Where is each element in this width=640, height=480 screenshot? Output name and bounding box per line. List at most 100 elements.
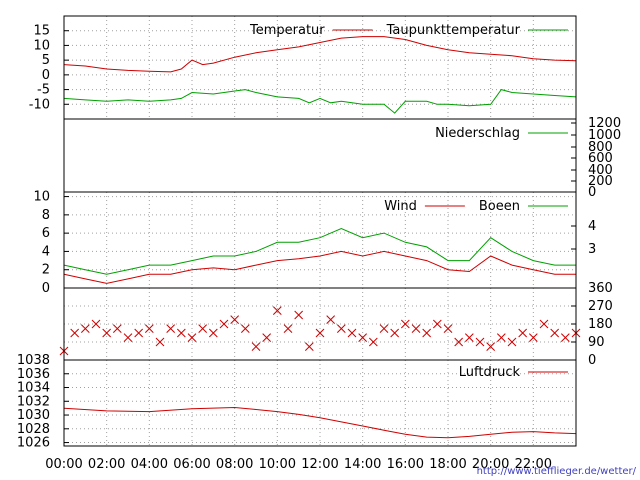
right-tick-label: 0 (588, 353, 596, 368)
left-tick-label: 0 (42, 281, 50, 296)
x-tick-label: 14:00 (344, 457, 381, 472)
pressure-series-luftdruck (63, 406, 577, 439)
footer-url: http://www.tiefflieger.de/wetter/ (477, 466, 637, 477)
direction-point (336, 324, 346, 333)
x-tick-label: 18:00 (429, 457, 466, 472)
x-tick-label: 06:00 (173, 457, 210, 472)
direction-point (368, 337, 378, 347)
left-tick-label: 1032 (17, 394, 50, 409)
temperature-series-temperatur (63, 36, 577, 73)
direction-point (123, 333, 133, 342)
direction-point (539, 319, 549, 329)
x-tick-label: 12:00 (301, 457, 338, 472)
temperature-series-taupunkttemperatur (63, 89, 577, 114)
left-tick-label: 1030 (17, 408, 50, 423)
wind-series-boeen (63, 228, 576, 275)
left-tick-label: 1036 (17, 367, 50, 382)
right-tick-label: 600 (588, 151, 613, 166)
direction-point (144, 324, 154, 333)
direction-point (411, 324, 421, 333)
right-tick-label: 90 (588, 335, 605, 350)
direction-point (518, 328, 528, 338)
pressure-frame (63, 359, 577, 447)
direction-point (358, 333, 368, 342)
left-tick-label: -5 (37, 83, 50, 98)
direction-point (454, 337, 464, 347)
right-tick-label: 1000 (588, 128, 621, 143)
left-tick-label: 1038 (17, 353, 50, 368)
direction-point (283, 324, 293, 333)
direction-point (176, 328, 186, 338)
direction-point (219, 319, 229, 329)
direction-point (390, 328, 400, 338)
wind-panel: 10 8 6 4 2 0 4 3 Boeen Wind (33, 190, 596, 296)
direction-point (230, 315, 240, 324)
direction-point (464, 333, 474, 342)
left-tick-label: 8 (42, 208, 50, 223)
direction-point (400, 319, 410, 329)
left-tick-label: 2 (42, 263, 50, 278)
direction-point (443, 324, 453, 333)
direction-point (70, 328, 80, 338)
direction-point (272, 306, 282, 315)
right-tick-label: 180 (588, 317, 613, 332)
left-tick-label: 0 (42, 68, 50, 83)
left-tick-label: 10 (33, 38, 50, 53)
direction-point (187, 333, 197, 342)
left-tick-label: -10 (29, 97, 50, 112)
direction-point (560, 333, 570, 342)
wind-series-wind (63, 250, 576, 284)
right-tick-label: 4 (588, 219, 596, 234)
direction-point (528, 333, 538, 342)
direction-point (262, 333, 272, 342)
direction-point (134, 328, 144, 338)
x-tick-label: 04:00 (131, 457, 168, 472)
direction-point (486, 342, 496, 351)
x-tick-label: 08:00 (216, 457, 253, 472)
direction-point (326, 315, 336, 324)
direction-panel: 360 270 180 90 0 (59, 281, 613, 368)
left-tick-label: 1028 (17, 422, 50, 437)
direction-point (102, 328, 112, 338)
direction-point (550, 328, 560, 338)
direction-point (251, 342, 261, 351)
right-tick-label: 270 (588, 299, 613, 314)
direction-point (475, 337, 485, 347)
x-tick-label: 20:00 (472, 457, 509, 472)
left-tick-label: 1026 (17, 436, 50, 451)
direction-point (432, 319, 442, 329)
right-tick-label: 1200 (588, 116, 621, 131)
left-tick-label: 4 (42, 244, 50, 259)
direction-point (112, 324, 122, 333)
direction-point (379, 324, 389, 333)
direction-point (294, 310, 304, 320)
left-tick-label: 1034 (17, 381, 50, 396)
right-tick-label: 200 (588, 174, 613, 189)
direction-point (91, 319, 101, 329)
direction-point (166, 324, 176, 333)
x-tick-label: 00:00 (45, 457, 82, 472)
right-tick-label: 360 (588, 281, 613, 296)
direction-point (155, 337, 165, 347)
legend-label: Taupunkttemperatur (386, 23, 521, 38)
legend-label: Temperatur (249, 23, 325, 38)
right-tick-label: 400 (588, 163, 613, 178)
left-tick-label: 15 (33, 24, 50, 39)
legend-label: Niederschlag (435, 126, 520, 141)
direction-point (240, 324, 250, 333)
legend-label: Luftdruck (459, 365, 521, 380)
right-tick-label: 800 (588, 140, 613, 155)
direction-point (198, 324, 208, 333)
direction-point (80, 324, 90, 333)
direction-point (304, 342, 314, 351)
x-tick-label: 22:00 (515, 457, 552, 472)
direction-point (422, 328, 432, 338)
direction-point (507, 337, 517, 347)
x-tick-label: 16:00 (387, 457, 424, 472)
legend-label: Boeen (479, 199, 520, 214)
left-tick-label: 10 (33, 190, 50, 205)
